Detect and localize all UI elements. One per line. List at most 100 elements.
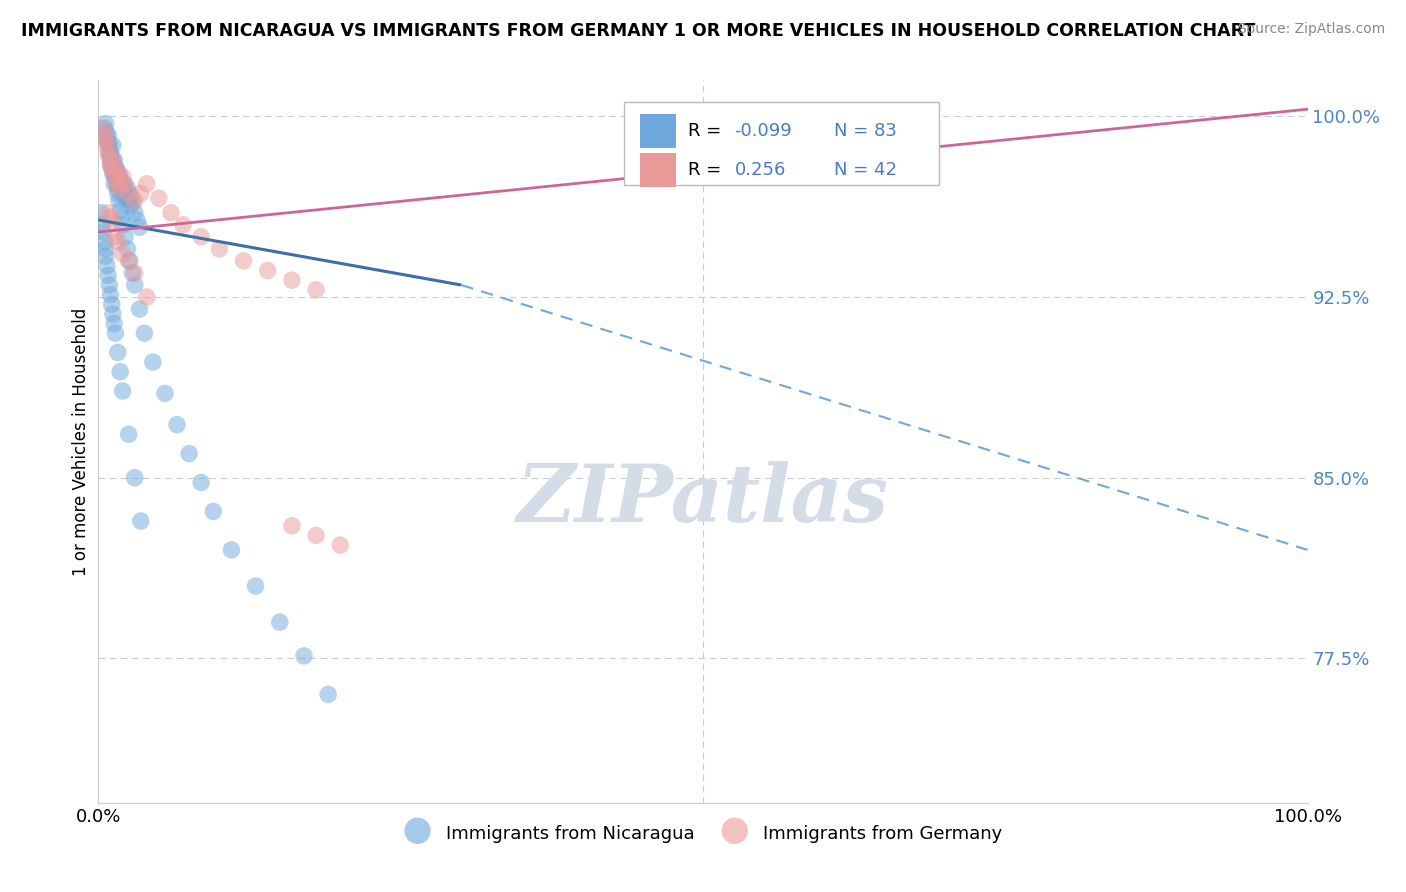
Immigrants from Nicaragua: [100, 145, 122, 160]
Immigrants from Nicaragua: [108, 365, 131, 379]
Immigrants from Germany: [281, 519, 304, 533]
Immigrants from Nicaragua: [100, 158, 122, 172]
Immigrants from Nicaragua: [166, 417, 188, 432]
Immigrants from Nicaragua: [94, 117, 117, 131]
Immigrants from Nicaragua: [127, 213, 149, 227]
Immigrants from Nicaragua: [91, 218, 114, 232]
Immigrants from Nicaragua: [107, 181, 129, 195]
Immigrants from Nicaragua: [101, 307, 124, 321]
Immigrants from Germany: [129, 186, 152, 201]
Immigrants from Germany: [101, 153, 124, 167]
Immigrants from Nicaragua: [94, 249, 117, 263]
Immigrants from Nicaragua: [100, 297, 122, 311]
Immigrants from Nicaragua: [120, 189, 142, 203]
Immigrants from Nicaragua: [101, 162, 124, 177]
Immigrants from Nicaragua: [221, 543, 243, 558]
Immigrants from Germany: [107, 235, 129, 249]
Immigrants from Germany: [124, 266, 146, 280]
Immigrants from Nicaragua: [96, 126, 118, 140]
Immigrants from Nicaragua: [96, 133, 118, 147]
Immigrants from Nicaragua: [292, 648, 315, 663]
Immigrants from Germany: [94, 133, 117, 147]
Immigrants from Nicaragua: [101, 167, 124, 181]
Immigrants from Nicaragua: [118, 254, 141, 268]
Immigrants from Nicaragua: [100, 287, 122, 301]
Immigrants from Nicaragua: [128, 220, 150, 235]
Immigrants from Nicaragua: [190, 475, 212, 490]
Immigrants from Nicaragua: [100, 153, 122, 167]
Immigrants from Nicaragua: [97, 128, 120, 143]
Immigrants from Nicaragua: [121, 196, 143, 211]
Immigrants from Nicaragua: [107, 186, 129, 201]
Text: IMMIGRANTS FROM NICARAGUA VS IMMIGRANTS FROM GERMANY 1 OR MORE VEHICLES IN HOUSE: IMMIGRANTS FROM NICARAGUA VS IMMIGRANTS …: [21, 22, 1256, 40]
Bar: [640, 153, 676, 187]
Immigrants from Germany: [281, 273, 304, 287]
Legend: Immigrants from Nicaragua, Immigrants from Germany: Immigrants from Nicaragua, Immigrants fr…: [404, 822, 1002, 845]
Immigrants from Germany: [135, 177, 157, 191]
Immigrants from Nicaragua: [114, 230, 136, 244]
Immigrants from Nicaragua: [121, 266, 143, 280]
Immigrants from Nicaragua: [105, 162, 128, 177]
Immigrants from Germany: [100, 211, 122, 225]
Bar: [640, 113, 676, 148]
Text: -0.099: -0.099: [734, 122, 792, 140]
Immigrants from Nicaragua: [110, 179, 132, 194]
Immigrants from Germany: [107, 165, 129, 179]
Immigrants from Nicaragua: [108, 172, 131, 186]
Immigrants from Germany: [172, 218, 194, 232]
Text: R =: R =: [689, 161, 727, 179]
Immigrants from Nicaragua: [118, 191, 141, 205]
Immigrants from Germany: [97, 206, 120, 220]
Immigrants from Germany: [148, 191, 170, 205]
Immigrants from Nicaragua: [112, 177, 135, 191]
Immigrants from Germany: [135, 290, 157, 304]
Immigrants from Nicaragua: [179, 446, 201, 460]
Immigrants from Nicaragua: [202, 504, 225, 518]
Immigrants from Nicaragua: [107, 169, 129, 184]
Immigrants from Nicaragua: [103, 317, 125, 331]
Text: N = 42: N = 42: [834, 161, 897, 179]
Y-axis label: 1 or more Vehicles in Household: 1 or more Vehicles in Household: [72, 308, 90, 575]
Immigrants from Germany: [160, 206, 183, 220]
Immigrants from Nicaragua: [108, 203, 131, 218]
Immigrants from Nicaragua: [124, 471, 146, 485]
Immigrants from Nicaragua: [103, 177, 125, 191]
Immigrants from Nicaragua: [98, 277, 121, 292]
Immigrants from Germany: [91, 121, 114, 136]
Immigrants from Nicaragua: [117, 181, 139, 195]
Immigrants from Nicaragua: [100, 150, 122, 164]
Immigrants from Germany: [98, 150, 121, 164]
Immigrants from Nicaragua: [105, 177, 128, 191]
Immigrants from Germany: [208, 242, 231, 256]
Immigrants from Germany: [305, 528, 328, 542]
Immigrants from Nicaragua: [108, 167, 131, 181]
Immigrants from Germany: [232, 254, 254, 268]
Immigrants from Nicaragua: [108, 194, 131, 208]
Immigrants from Nicaragua: [97, 136, 120, 150]
Immigrants from Nicaragua: [93, 235, 115, 249]
Immigrants from Nicaragua: [110, 211, 132, 225]
Immigrants from Nicaragua: [117, 242, 139, 256]
Immigrants from Nicaragua: [91, 225, 114, 239]
Immigrants from Germany: [329, 538, 352, 552]
Bar: [624, 102, 939, 185]
Immigrants from Germany: [118, 186, 141, 201]
Immigrants from Nicaragua: [134, 326, 156, 340]
Immigrants from Nicaragua: [93, 121, 115, 136]
Immigrants from Nicaragua: [96, 259, 118, 273]
Immigrants from Nicaragua: [142, 355, 165, 369]
Text: ZIPatlas: ZIPatlas: [517, 460, 889, 538]
Immigrants from Germany: [256, 263, 278, 277]
Immigrants from Germany: [111, 169, 134, 184]
Immigrants from Nicaragua: [316, 687, 339, 701]
Immigrants from Germany: [124, 194, 146, 208]
Immigrants from Germany: [190, 230, 212, 244]
Immigrants from Germany: [105, 177, 128, 191]
Immigrants from Germany: [101, 215, 124, 229]
Immigrants from Nicaragua: [269, 615, 291, 630]
Immigrants from Nicaragua: [153, 386, 176, 401]
Immigrants from Nicaragua: [90, 206, 112, 220]
Text: 0.256: 0.256: [734, 161, 786, 179]
Immigrants from Nicaragua: [128, 301, 150, 317]
Immigrants from Nicaragua: [98, 145, 121, 160]
